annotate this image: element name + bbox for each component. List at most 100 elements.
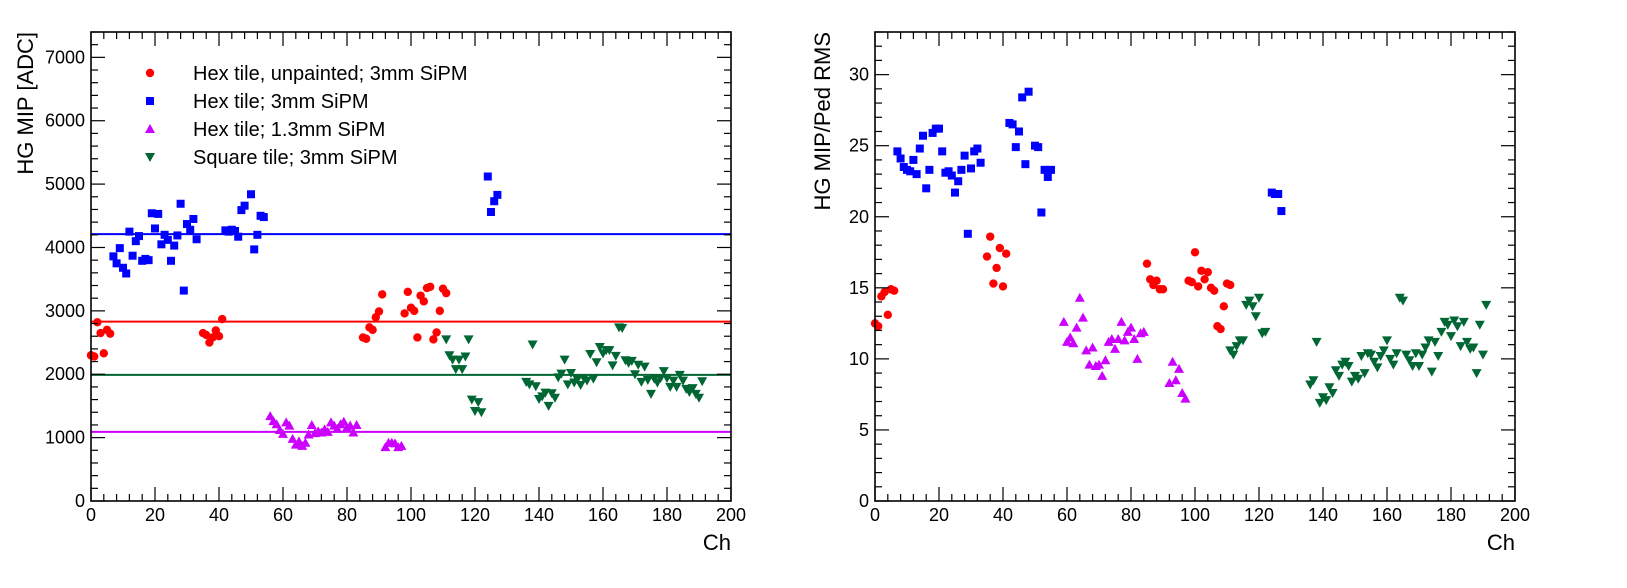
data-point-blue bbox=[909, 155, 918, 164]
data-point-blue bbox=[163, 235, 172, 244]
x-axis-label: Ch bbox=[1487, 530, 1515, 555]
data-point-green bbox=[1478, 350, 1488, 360]
legend: Hex tile, unpainted; 3mm SiPM Hex tile; 3… bbox=[145, 63, 468, 169]
data-point-magenta bbox=[351, 419, 362, 429]
data-point-red bbox=[1226, 280, 1235, 290]
data-point-magenta bbox=[1081, 345, 1092, 355]
data-point-green bbox=[604, 346, 615, 356]
data-point-magenta bbox=[1097, 370, 1108, 380]
data-point-green bbox=[665, 382, 676, 392]
data-point-green bbox=[1378, 346, 1389, 356]
data-point-red bbox=[998, 282, 1008, 291]
data-point-green bbox=[1314, 398, 1325, 408]
x-tick-label: 180 bbox=[652, 505, 682, 525]
x-tick-label: 200 bbox=[1500, 505, 1530, 525]
data-point-blue bbox=[960, 151, 969, 160]
y-tick-label: 0 bbox=[859, 491, 869, 511]
data-point-red bbox=[96, 328, 105, 338]
data-point-green bbox=[1247, 302, 1258, 312]
data-point-green bbox=[1414, 361, 1424, 371]
data-point-green bbox=[1330, 366, 1341, 376]
data-point-blue bbox=[896, 154, 905, 163]
data-point-blue bbox=[1034, 143, 1043, 152]
data-point-blue bbox=[183, 220, 191, 229]
data-point-red bbox=[1203, 267, 1213, 277]
x-tick-label: 60 bbox=[1057, 505, 1077, 525]
data-point-green bbox=[1260, 327, 1271, 337]
data-point-red bbox=[410, 306, 419, 316]
data-point-blue bbox=[1043, 172, 1052, 181]
y-tick-label: 15 bbox=[849, 278, 869, 298]
x-tick-label: 40 bbox=[209, 505, 229, 525]
data-point-blue bbox=[234, 232, 243, 241]
data-point-green bbox=[1308, 376, 1319, 386]
data-point-green bbox=[1462, 337, 1472, 347]
y-tick-label: 2000 bbox=[45, 364, 85, 384]
data-point-green bbox=[1343, 361, 1354, 371]
data-point-green bbox=[646, 389, 656, 399]
data-point-green bbox=[1375, 352, 1386, 362]
data-point-green bbox=[1254, 293, 1264, 303]
data-point-green bbox=[1231, 342, 1242, 352]
data-point-green bbox=[694, 393, 704, 403]
x-tick-label: 60 bbox=[273, 505, 293, 525]
data-point-blue bbox=[938, 147, 947, 156]
data-point-green bbox=[1474, 320, 1485, 330]
data-point-green bbox=[594, 342, 605, 352]
data-point-blue bbox=[179, 286, 188, 295]
data-point-green bbox=[463, 335, 474, 345]
data-point-red bbox=[880, 287, 889, 297]
x-tick-label: 80 bbox=[1121, 505, 1141, 525]
y-tick-label: 30 bbox=[849, 65, 869, 85]
data-point-green bbox=[1433, 352, 1444, 362]
data-point-green bbox=[1244, 296, 1255, 306]
data-point-green bbox=[1388, 360, 1399, 370]
x-tick-label: 100 bbox=[396, 505, 426, 525]
data-point-green bbox=[1324, 383, 1335, 393]
data-point-blue bbox=[186, 225, 195, 234]
data-point-green bbox=[1356, 352, 1367, 362]
data-point-magenta bbox=[1132, 353, 1143, 363]
data-point-green bbox=[1407, 361, 1418, 371]
data-point-magenta bbox=[284, 420, 295, 430]
data-point-green bbox=[1458, 317, 1469, 327]
data-point-red bbox=[90, 352, 99, 361]
data-point-red bbox=[995, 243, 1004, 253]
data-point-green bbox=[582, 376, 592, 386]
x-tick-label: 80 bbox=[337, 505, 357, 525]
data-point-blue bbox=[935, 124, 943, 133]
data-point-green bbox=[1468, 343, 1479, 353]
data-point-green bbox=[1471, 369, 1482, 379]
data-point-green bbox=[626, 356, 637, 366]
data-point-green bbox=[642, 375, 653, 385]
data-point-red bbox=[1219, 302, 1229, 311]
data-point-magenta bbox=[1138, 326, 1149, 336]
data-point-red bbox=[435, 306, 444, 316]
data-point-green bbox=[1385, 354, 1396, 364]
data-point-magenta bbox=[1116, 316, 1127, 326]
data-point-blue bbox=[151, 224, 159, 233]
data-point-blue bbox=[259, 213, 268, 222]
data-point-green bbox=[559, 355, 570, 365]
data-point-green bbox=[585, 349, 596, 359]
data-point-green bbox=[617, 323, 628, 333]
data-point-magenta bbox=[300, 437, 311, 447]
data-point-red bbox=[214, 332, 224, 341]
data-point-magenta bbox=[1084, 359, 1095, 369]
x-axis-label: Ch bbox=[703, 530, 731, 555]
data-point-red bbox=[429, 335, 438, 344]
data-point-blue bbox=[963, 229, 972, 238]
data-point-blue bbox=[493, 190, 502, 199]
data-point-blue bbox=[247, 190, 255, 199]
data-point-green bbox=[1420, 343, 1431, 353]
data-point-red bbox=[432, 328, 441, 337]
x-tick-label: 160 bbox=[1372, 505, 1402, 525]
data-point-green bbox=[1401, 350, 1412, 360]
y-tick-label: 20 bbox=[849, 207, 869, 227]
data-point-green bbox=[1327, 388, 1338, 398]
data-point-green bbox=[687, 384, 698, 394]
data-point-green bbox=[1321, 396, 1332, 406]
data-point-blue bbox=[109, 252, 118, 261]
data-point-magenta bbox=[1113, 333, 1124, 343]
